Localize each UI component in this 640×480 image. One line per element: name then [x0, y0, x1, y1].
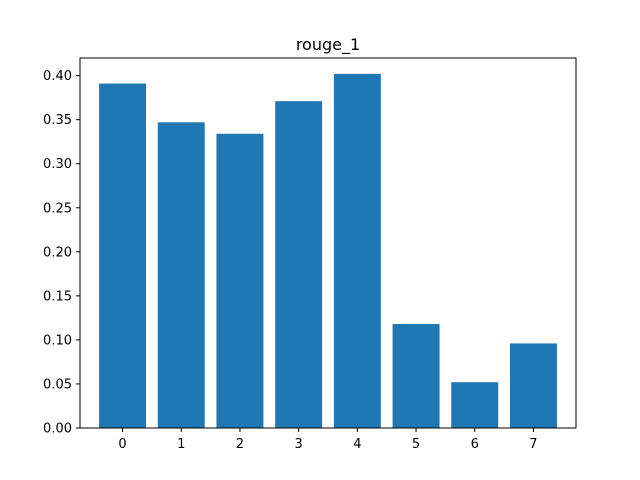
y-tick-label: 0.10 — [43, 333, 72, 348]
y-tick-label: 0.00 — [43, 422, 72, 437]
y-tick-label: 0.35 — [43, 113, 72, 128]
y-tick-label: 0.05 — [43, 377, 72, 392]
bar-3 — [275, 101, 323, 429]
y-tick-label: 0.30 — [43, 157, 72, 172]
y-tick-label: 0.15 — [43, 289, 72, 304]
x-tick-label: 7 — [529, 437, 537, 452]
y-tick-label: 0.25 — [43, 201, 72, 216]
bar-0 — [99, 83, 147, 429]
y-tick-label: 0.20 — [43, 245, 72, 260]
x-tick-label: 2 — [236, 437, 244, 452]
bars-layer — [99, 73, 557, 429]
bar-5 — [392, 324, 440, 428]
bar-2 — [216, 133, 264, 428]
chart-title: rouge_1 — [296, 35, 360, 55]
x-tick-label: 0 — [118, 437, 126, 452]
y-axis: 0.00 0.05 0.10 0.15 0.20 0.25 0.30 0.35 0.40 — [43, 69, 80, 437]
x-axis: 0 1 2 3 4 5 6 7 — [118, 428, 538, 452]
x-tick-label: 3 — [295, 437, 303, 452]
bar-4 — [333, 73, 381, 428]
y-tick-label: 0.40 — [43, 69, 72, 84]
x-tick-label: 5 — [412, 437, 420, 452]
bar-6 — [451, 382, 499, 428]
x-tick-label: 4 — [353, 437, 361, 452]
x-tick-label: 6 — [471, 437, 479, 452]
bar-1 — [157, 122, 205, 429]
plot-frame — [79, 57, 577, 429]
x-tick-label: 1 — [177, 437, 185, 452]
bar-7 — [509, 343, 557, 428]
